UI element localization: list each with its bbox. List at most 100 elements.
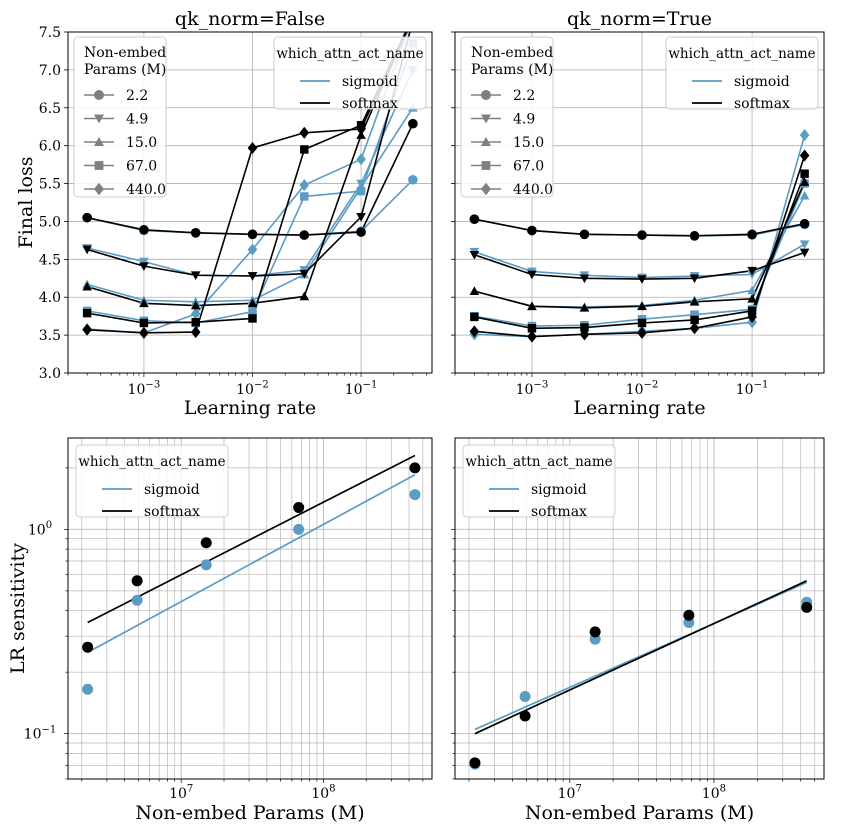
series-line xyxy=(474,181,806,309)
legend-size-box xyxy=(73,36,167,198)
data-point xyxy=(579,328,590,341)
data-point xyxy=(200,559,212,571)
data-point xyxy=(800,169,809,178)
data-point xyxy=(527,225,537,236)
legend-size-marker xyxy=(94,182,104,196)
y-tick-label: 3.0 xyxy=(39,366,61,382)
data-point xyxy=(683,609,695,621)
panel-3: 107 108 10−1 100 Non-embed Params (M) LR sens… xyxy=(7,437,433,824)
data-point xyxy=(589,626,601,638)
panel-2: qk_norm=True 10−3 10−2 10−1 Learning rate Non… xyxy=(451,8,825,419)
legend-size-marker xyxy=(481,161,491,170)
legend-size-marker xyxy=(481,137,491,146)
data-point xyxy=(747,293,757,303)
data-point xyxy=(519,691,531,703)
data-point xyxy=(356,153,366,166)
data-point xyxy=(799,240,810,249)
data-point xyxy=(356,227,366,237)
data-point xyxy=(579,229,590,240)
data-point xyxy=(747,229,757,240)
data-point xyxy=(139,224,149,235)
legend-size-marker xyxy=(94,90,104,100)
legend-act-label: softmax xyxy=(144,504,200,520)
legend-size-box xyxy=(460,36,554,198)
data-point xyxy=(139,257,149,267)
data-point xyxy=(293,501,305,513)
data-point xyxy=(190,300,201,310)
data-point xyxy=(799,248,810,258)
data-point xyxy=(469,757,481,769)
data-point xyxy=(527,330,537,343)
data-point xyxy=(190,271,201,281)
data-point xyxy=(82,281,92,291)
legend-size-label: 2.2 xyxy=(126,88,148,104)
fit-line xyxy=(87,474,416,654)
data-point xyxy=(579,274,590,284)
data-point xyxy=(200,537,212,549)
data-point xyxy=(519,710,531,722)
data-point xyxy=(82,683,94,695)
data-point xyxy=(293,523,305,535)
legend-act-label: softmax xyxy=(734,96,790,112)
y-tick-label: 6.0 xyxy=(39,139,61,155)
data-point xyxy=(799,190,810,200)
data-point xyxy=(299,126,310,139)
data-point xyxy=(139,262,149,271)
x-tick-label: 10−1 xyxy=(345,380,378,398)
legend-size-title: Params (M) xyxy=(471,62,553,78)
data-point xyxy=(248,314,257,323)
data-point xyxy=(408,174,418,185)
data-point xyxy=(248,307,257,316)
legend-size-label: 4.9 xyxy=(126,112,148,128)
y-tick-label: 5.0 xyxy=(39,214,61,230)
data-point xyxy=(190,228,201,238)
x-tick-label: 10−2 xyxy=(626,380,659,398)
data-point xyxy=(139,326,149,339)
data-point xyxy=(408,118,418,129)
legend-size-marker xyxy=(94,161,104,170)
data-point xyxy=(190,307,201,320)
y-tick-label: 6.5 xyxy=(39,101,61,117)
data-point xyxy=(637,230,647,240)
data-point xyxy=(747,266,757,276)
data-point xyxy=(356,122,366,135)
legend-act-label: sigmoid xyxy=(342,74,398,90)
data-point xyxy=(527,301,537,311)
data-point xyxy=(82,245,92,255)
legend-act-box xyxy=(665,36,819,110)
x-tick-label: 10−3 xyxy=(128,380,161,398)
legend-size-title: Non-embed xyxy=(84,45,166,61)
data-point xyxy=(689,322,700,335)
data-point xyxy=(799,149,810,162)
data-point xyxy=(637,301,647,311)
fit-line xyxy=(474,580,808,735)
data-point xyxy=(637,275,647,284)
legend-act-label: sigmoid xyxy=(531,482,587,498)
x-tick-label: 10−2 xyxy=(236,380,269,398)
data-point xyxy=(637,326,647,339)
y-tick-label: 5.5 xyxy=(39,177,61,193)
data-point xyxy=(82,323,92,336)
legend-size-label: 440.0 xyxy=(513,182,553,198)
data-point xyxy=(299,291,310,301)
data-point xyxy=(747,310,757,323)
legend-size-label: 67.0 xyxy=(126,159,157,175)
x-tick-label: 107 xyxy=(169,784,193,802)
data-point xyxy=(747,285,757,295)
data-point xyxy=(469,214,480,224)
data-point xyxy=(299,269,310,279)
legend-act-box xyxy=(75,444,229,518)
x-axis-label: Learning rate xyxy=(573,397,705,419)
x-tick-label: 107 xyxy=(558,784,582,802)
y-tick-label: 7.5 xyxy=(39,25,61,41)
legend-size-marker xyxy=(481,182,491,196)
data-point xyxy=(527,324,537,333)
legend-size-title: Params (M) xyxy=(84,62,166,78)
legend-size-marker xyxy=(94,137,104,146)
axes-frame xyxy=(454,437,825,780)
x-tick-label: 10−3 xyxy=(516,380,549,398)
fit-line xyxy=(87,454,416,624)
data-point xyxy=(409,462,421,474)
data-point xyxy=(799,129,810,142)
y-axis-label: Final loss xyxy=(15,157,37,249)
